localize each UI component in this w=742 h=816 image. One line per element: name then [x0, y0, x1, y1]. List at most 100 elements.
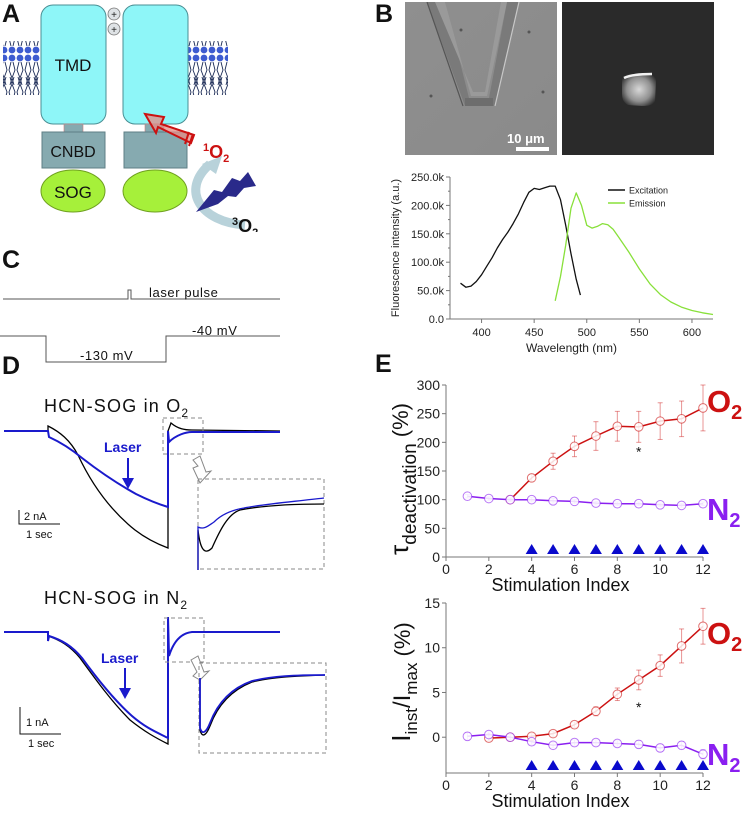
data-point-n2: [698, 498, 708, 509]
curved-arrow-icon: [191, 160, 246, 230]
curved-arrow-head: [202, 156, 222, 174]
x-tick-label: 2: [485, 777, 493, 793]
scale-bar: [18, 510, 60, 525]
x-tick-label: 4: [528, 777, 536, 793]
laser-pulse-trace: [3, 289, 280, 300]
sog-left: [40, 169, 106, 213]
x-tick-label: 0: [442, 561, 450, 577]
holding-voltage-label: -130 mV: [80, 348, 133, 363]
stimulation-marker-icon: [632, 760, 645, 770]
series-line-n2: [467, 495, 704, 507]
y-tick-label: 150.0k: [411, 229, 445, 241]
cnbd-label: CNBD: [50, 144, 95, 161]
data-point-o2: [633, 422, 644, 432]
y-tick-label: 0.0: [429, 314, 444, 326]
laser-label: Laser: [101, 650, 139, 666]
data-point-n2: [569, 737, 580, 748]
x-tick-label: 6: [571, 561, 579, 577]
membrane-right: [188, 41, 228, 95]
data-point-o2: [548, 456, 558, 467]
scale-bar-label: 10 μm: [507, 131, 545, 146]
data-point-n2: [676, 740, 687, 751]
data-point-n2: [526, 494, 537, 505]
series-line-o2: [509, 407, 704, 501]
current-traces-n2: HCN-SOG in N2 Laser 1 nA 1 sec: [4, 588, 327, 754]
tmd-right: [122, 4, 189, 125]
brightfield-image: 10 μm: [405, 2, 557, 155]
stimulation-marker-icon: [611, 760, 624, 770]
y-tick-label: 50: [424, 520, 440, 536]
stimulation-marker-icon: [632, 544, 645, 554]
panel-letter-d: D: [2, 352, 21, 380]
data-point-o2: [676, 414, 687, 424]
panel-letter-b: B: [375, 0, 394, 28]
zoom-box-large: [198, 662, 327, 754]
x-tick-label: 2: [485, 561, 493, 577]
scale-bar: [516, 147, 549, 151]
data-point-n2: [462, 731, 473, 742]
laser-label: Laser: [104, 439, 142, 455]
scale-bar: [19, 707, 61, 735]
trace-title-o2: HCN-SOG in O2: [44, 396, 189, 420]
data-point-n2: [484, 729, 494, 740]
data-point-n2: [484, 493, 494, 504]
data-point-n2: [612, 498, 623, 509]
control-trace-zoom: [197, 503, 325, 570]
x-tick-label: 8: [613, 777, 621, 793]
y-tick-label: 50.0k: [417, 286, 444, 298]
stimulation-marker-icon: [654, 544, 667, 554]
data-point-n2: [505, 732, 516, 743]
data-point-n2: [505, 494, 516, 505]
laser-trace: [4, 616, 280, 740]
linker-left: [63, 123, 84, 133]
y-tick-label: 200.0k: [411, 200, 445, 212]
x-tick-label: 550: [630, 327, 648, 339]
laser-arrow-head: [119, 688, 131, 699]
stimulation-marker-icon: [525, 544, 538, 554]
o2-label: O2: [707, 616, 742, 656]
control-trace: [4, 421, 281, 549]
stimulation-marker-icon: [675, 760, 688, 770]
positive-charge-icon: [107, 22, 121, 36]
data-point-o2: [655, 416, 665, 426]
y-tick-label: 0: [432, 729, 440, 745]
scale-y-label: 2 nA: [24, 511, 47, 523]
y-tick-label: 5: [432, 684, 440, 700]
cnbd-left: [41, 131, 106, 169]
stimulation-marker-icon: [697, 760, 709, 770]
x-tick-label: 6: [571, 777, 579, 793]
y-axis-label: τdeactivation (%): [384, 403, 421, 555]
data-point-n2: [569, 496, 580, 507]
data-point-n2: [676, 500, 687, 511]
n2-label: N2: [707, 492, 741, 532]
sog-label: SOG: [54, 183, 92, 202]
data-point-n2: [612, 738, 623, 749]
x-axis-label: Wavelength (nm): [526, 341, 617, 355]
x-axis-label: Stimulation Index: [491, 575, 629, 592]
stimulation-marker-icon: [589, 544, 602, 554]
series-line-o2: [488, 625, 704, 739]
panel-letter-a: A: [2, 0, 21, 28]
legend-label: Excitation: [629, 186, 668, 196]
zoom-arrow-icon: [192, 455, 213, 484]
stimulation-marker-icon: [675, 544, 688, 554]
stimulation-marker-icon: [525, 760, 538, 770]
plus-sign: +: [111, 25, 117, 36]
sog-right: [122, 169, 188, 213]
singlet-oxygen-arrow: [143, 112, 196, 147]
x-tick-label: 400: [472, 327, 490, 339]
data-point-o2: [569, 441, 580, 452]
x-tick-label: 600: [683, 327, 701, 339]
x-tick-label: 12: [695, 777, 711, 793]
o2-label: O2: [707, 384, 742, 424]
x-tick-label: 8: [613, 561, 621, 577]
data-point-o2: [655, 660, 665, 671]
laser-pulse-label: laser pulse: [149, 285, 218, 300]
y-tick-label: 300: [417, 377, 441, 393]
data-point-o2: [591, 706, 601, 717]
y-tick-label: 150: [417, 463, 441, 479]
data-point-n2: [633, 739, 644, 750]
y-tick-label: 250.0k: [411, 172, 445, 184]
positive-charge-icon: [107, 7, 121, 21]
y-axis-label: Fluorescence intensity (a.u.): [390, 179, 402, 317]
